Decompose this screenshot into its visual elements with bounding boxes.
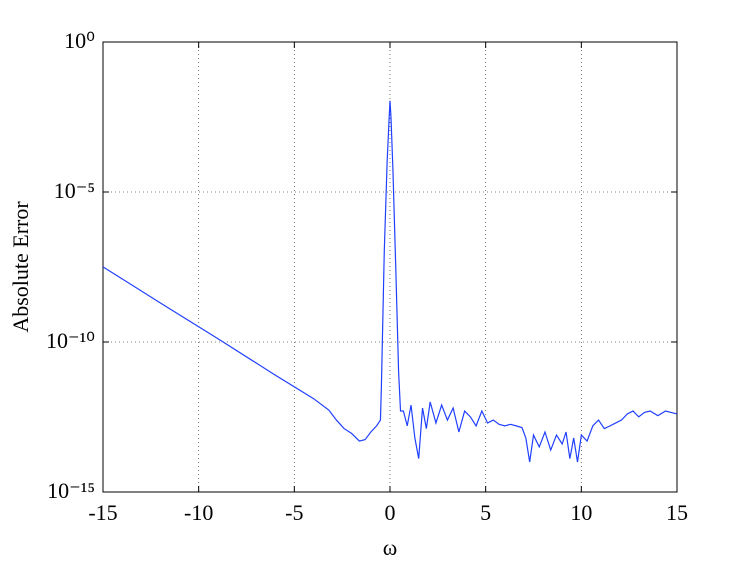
y-tick-label: 10⁰ [64, 28, 95, 53]
x-tick-label: -5 [285, 500, 303, 525]
x-tick-label: 5 [480, 500, 491, 525]
x-tick-label: 10 [570, 500, 592, 525]
data-line [102, 100, 678, 463]
x-tick-label: -10 [184, 500, 213, 525]
x-tick-label: -15 [88, 500, 117, 525]
x-tick-label: 0 [385, 500, 396, 525]
y-axis-label: Absolute Error [8, 201, 33, 333]
x-axis-label: ω [383, 535, 397, 560]
y-tick-label: 10⁻¹⁰ [46, 328, 95, 353]
y-tick-label: 10⁻¹⁵ [47, 478, 95, 503]
y-tick-label: 10⁻⁵ [54, 178, 95, 203]
x-tick-label: 15 [666, 500, 688, 525]
